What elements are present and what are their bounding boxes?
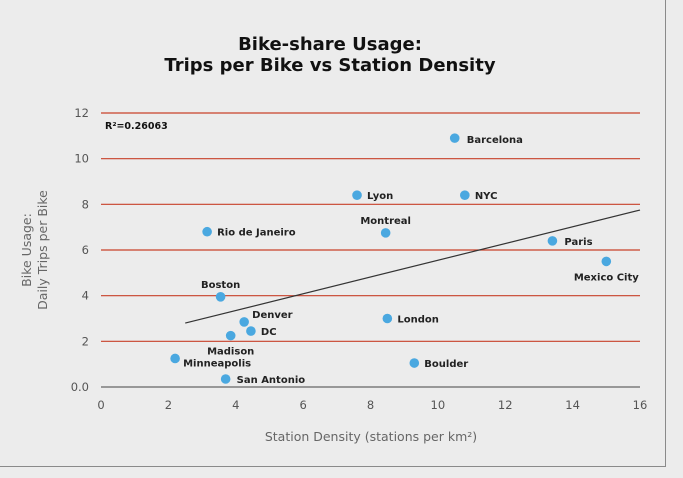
chart-title-line-1: Bike-share Usage: xyxy=(238,34,422,55)
point-label-dc: DC xyxy=(261,327,277,338)
chart-title-line-2: Trips per Bike vs Station Density xyxy=(164,55,495,76)
point-boulder xyxy=(409,358,420,368)
point-lyon xyxy=(352,190,362,200)
point-paris xyxy=(547,236,558,246)
y-tick-label: 2 xyxy=(82,334,89,348)
point-san-antonio xyxy=(220,374,231,384)
x-tick-label: 16 xyxy=(633,398,648,412)
point-label-lyon: Lyon xyxy=(367,191,393,202)
point-label-nyc: NYC xyxy=(475,191,498,202)
y-tick-label: 12 xyxy=(74,106,89,120)
x-tick-label: 0 xyxy=(97,398,104,412)
point-label-paris: Paris xyxy=(564,237,592,248)
point-label-montreal: Montreal xyxy=(360,216,411,227)
y-tick-label: 10 xyxy=(74,152,89,166)
point-london xyxy=(382,313,393,324)
x-axis-title: Station Density (stations per km²) xyxy=(265,429,477,444)
point-label-london: London xyxy=(397,315,439,326)
y-tick-label: 0.0 xyxy=(71,380,89,394)
point-barcelona xyxy=(449,133,460,143)
y-tick-label: 4 xyxy=(82,289,89,303)
point-label-boulder: Boulder xyxy=(424,359,468,370)
point-label-denver: Denver xyxy=(252,310,293,321)
point-denver xyxy=(239,317,249,327)
y-tick-label: 8 xyxy=(82,197,89,211)
x-tick-label: 14 xyxy=(565,398,580,412)
point-dc xyxy=(246,326,256,336)
point-minneapolis xyxy=(170,353,180,364)
x-tick-label: 6 xyxy=(299,398,306,412)
scatter-chart: Bike-share Usage: Trips per Bike vs Stat… xyxy=(19,34,647,444)
point-label-rio-de-janeiro: Rio de Janeiro xyxy=(217,228,296,239)
chart-panel: Bike-share Usage: Trips per Bike vs Stat… xyxy=(0,0,666,467)
point-madison xyxy=(225,330,236,341)
point-montreal xyxy=(380,228,391,238)
grid-lines xyxy=(101,112,640,342)
data-points xyxy=(170,133,612,384)
point-label-boston: Boston xyxy=(201,280,240,291)
trend-line xyxy=(185,209,641,324)
x-tick-label: 12 xyxy=(498,398,513,412)
y-tick-label: 6 xyxy=(82,243,89,257)
point-labels: Barcelona Lyon NYC Montreal Rio de Janeiro Pa… xyxy=(183,135,639,386)
point-label-madison: Madison xyxy=(207,347,254,358)
point-mexico-city xyxy=(601,256,612,267)
x-tick-label: 4 xyxy=(232,398,239,412)
r-squared-annotation: R²=0.26063 xyxy=(105,121,168,132)
x-tick-label: 2 xyxy=(165,398,172,412)
point-boston xyxy=(215,292,226,302)
point-label-san-antonio: San Antonio xyxy=(237,375,306,386)
point-label-minneapolis: Minneapolis xyxy=(183,358,251,369)
point-label-mexico-city: Mexico City xyxy=(574,272,639,283)
x-tick-label: 8 xyxy=(367,398,374,412)
point-nyc xyxy=(460,190,470,200)
point-rio-de-janeiro xyxy=(202,226,212,237)
point-label-barcelona: Barcelona xyxy=(467,135,523,146)
x-tick-label: 10 xyxy=(431,398,446,412)
x-tick-labels: 0 2 4 6 8 10 12 14 16 xyxy=(97,398,647,412)
y-tick-labels: 0.0 2 4 6 8 10 12 xyxy=(71,106,89,394)
y-axis-title-line-1: Bike Usage: xyxy=(19,213,34,287)
y-axis-title-line-2: Daily Trips per Bike xyxy=(35,190,50,310)
